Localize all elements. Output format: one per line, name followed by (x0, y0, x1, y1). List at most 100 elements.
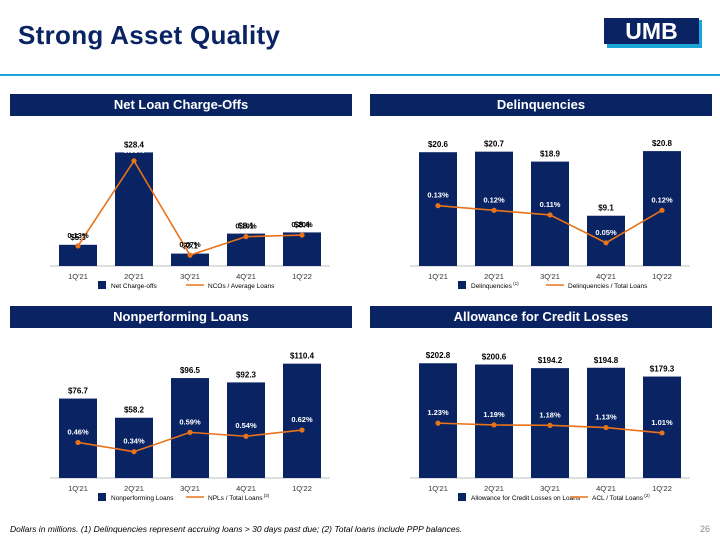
ratio-point (603, 424, 609, 431)
x-tick-label: 3Q'21 (180, 272, 200, 281)
delinquencies-panel: Delinquencies $20.6 1Q'21 $20.7 2Q'21 $18.9 3… (370, 94, 712, 304)
ratio-value-label: 0.59% (179, 417, 201, 426)
x-tick-label: 1Q'21 (68, 272, 88, 281)
ratio-point (131, 158, 137, 164)
x-tick-label: 4Q'21 (596, 484, 616, 493)
ratio-point (659, 430, 665, 436)
bar-value-label: $20.8 (652, 139, 673, 148)
nonperforming-loans-panel: Nonperforming Loans $76.7 1Q'21 $58.2 2Q'21… (10, 306, 352, 516)
ratio-value-label: 0.05% (595, 228, 617, 237)
ratio-value-label: 0.19% (235, 222, 257, 231)
ratio-point (243, 433, 249, 439)
ratio-value-label: 0.34% (123, 437, 145, 446)
bar-value-label: $8.1 (238, 222, 254, 231)
legend-swatch-bar (98, 493, 106, 501)
ratio-point (491, 207, 497, 213)
bar (171, 253, 209, 266)
header-divider (0, 74, 720, 76)
net-charge-offs-chart: $5.3 1Q'21 $28.4 2Q'21 $3.1 3Q'21 $8.1 4Q'21 $8.… (50, 140, 330, 290)
x-tick-label: 3Q'21 (540, 272, 560, 281)
panel-title: Allowance for Credit Losses (370, 306, 712, 328)
ratio-value-label: 0.12% (651, 195, 673, 204)
legend-label-bar: Delinquencies (1) (471, 281, 519, 290)
bar-value-label: $76.7 (68, 387, 89, 396)
bar-value-label: $58.2 (124, 406, 145, 415)
ratio-point (75, 243, 81, 249)
logo-box (604, 18, 699, 44)
bar-value-label: $179.3 (650, 365, 675, 374)
ratio-point (435, 203, 441, 209)
x-tick-label: 3Q'21 (540, 484, 560, 493)
bar (59, 244, 97, 266)
ratio-value-label: 0.54% (235, 421, 257, 430)
bar-value-label: $28.4 (124, 140, 145, 149)
bar (283, 232, 321, 266)
x-tick-label: 2Q'21 (124, 272, 144, 281)
panel-title: Delinquencies (370, 94, 712, 116)
bar-value-label: $5.3 (70, 233, 86, 242)
ratio-point (547, 212, 553, 218)
bar-value-label: $202.8 (426, 351, 451, 360)
ratio-value-label: 0.20% (291, 220, 313, 229)
x-tick-label: 1Q'22 (292, 272, 312, 281)
bar (643, 376, 681, 478)
ratio-value-label: 0.07% (179, 240, 201, 249)
ratio-point (187, 252, 193, 258)
ratio-point (187, 429, 193, 435)
ratio-point (491, 422, 497, 428)
bar (475, 364, 513, 478)
x-tick-label: 4Q'21 (596, 272, 616, 281)
bar (283, 363, 321, 478)
ratio-value-label: 1.18% (539, 410, 561, 419)
ratio-point (243, 234, 249, 240)
x-tick-label: 4Q'21 (236, 484, 256, 493)
bar-value-label: $110.4 (290, 352, 315, 361)
panel-title: Nonperforming Loans (10, 306, 352, 328)
ratio-value-label: 1.13% (595, 413, 617, 422)
x-tick-label: 2Q'21 (484, 272, 504, 281)
legend-label-bar: Net Charge-offs (111, 283, 158, 290)
panel-title: Net Loan Charge-Offs (10, 94, 352, 116)
net-charge-offs-panel: Net Loan Charge-Offs $5.3 1Q'21 $28.4 2Q'21… (10, 94, 352, 304)
bar (227, 382, 265, 478)
delinquencies-chart: $20.6 1Q'21 $20.7 2Q'21 $18.9 3Q'21 $9.1 4Q'21 $… (410, 139, 690, 290)
ratio-point (299, 232, 305, 238)
x-tick-label: 2Q'21 (484, 484, 504, 493)
ratio-value-label: 0.62% (291, 415, 313, 424)
bar-value-label: $92.3 (236, 370, 257, 379)
allowance-credit-losses-panel: Allowance for Credit Losses $202.8 1Q'21 $… (370, 306, 712, 516)
legend-swatch-bar (458, 493, 466, 501)
bar-value-label: $9.1 (598, 204, 614, 213)
page-title: Strong Asset Quality (18, 20, 281, 50)
ratio-value-label: 1.01% (651, 418, 673, 427)
bar-value-label: $96.5 (180, 366, 201, 375)
umb-logo: UMB (604, 18, 702, 48)
legend-swatch-bar (98, 281, 106, 289)
bar-value-label: $200.6 (482, 352, 507, 361)
legend-swatch-bar (458, 281, 466, 289)
bar (59, 398, 97, 478)
bar-value-label: $20.6 (428, 140, 449, 149)
legend-label-line: Delinquencies / Total Loans (568, 283, 648, 290)
x-tick-label: 3Q'21 (180, 484, 200, 493)
bar-value-label: $3.1 (182, 242, 198, 251)
ratio-point (131, 449, 137, 455)
bar-value-label: $8.4 (294, 220, 310, 229)
ratio-value-label: 0.46% (67, 427, 89, 436)
logo-text: UMB (625, 18, 677, 44)
ratio-value-label: 0.11% (540, 200, 561, 209)
ratio-value-label: 0.13% (427, 191, 449, 200)
nonperforming-loans-chart: $76.7 1Q'21 $58.2 2Q'21 $96.5 3Q'21 $92.3 4Q'21… (50, 352, 330, 502)
ratio-value-label: 1.23% (427, 408, 449, 417)
ratio-point (547, 422, 553, 428)
legend-label-bar: Nonperforming Loans (111, 495, 174, 502)
x-tick-label: 1Q'21 (428, 484, 448, 493)
x-tick-label: 1Q'22 (652, 484, 672, 493)
legend-label-line: NCOs / Average Loans (208, 283, 275, 290)
ratio-value-label: 0.13% (67, 231, 89, 240)
bar-value-label: $194.2 (538, 356, 563, 365)
ratio-point (603, 240, 609, 246)
legend-label-line: NPLs / Total Loans (2) (208, 493, 270, 502)
legend-label-bar: Allowance for Credit Losses on Loans (471, 495, 581, 502)
ratio-value-label: 0.68% (123, 146, 145, 155)
